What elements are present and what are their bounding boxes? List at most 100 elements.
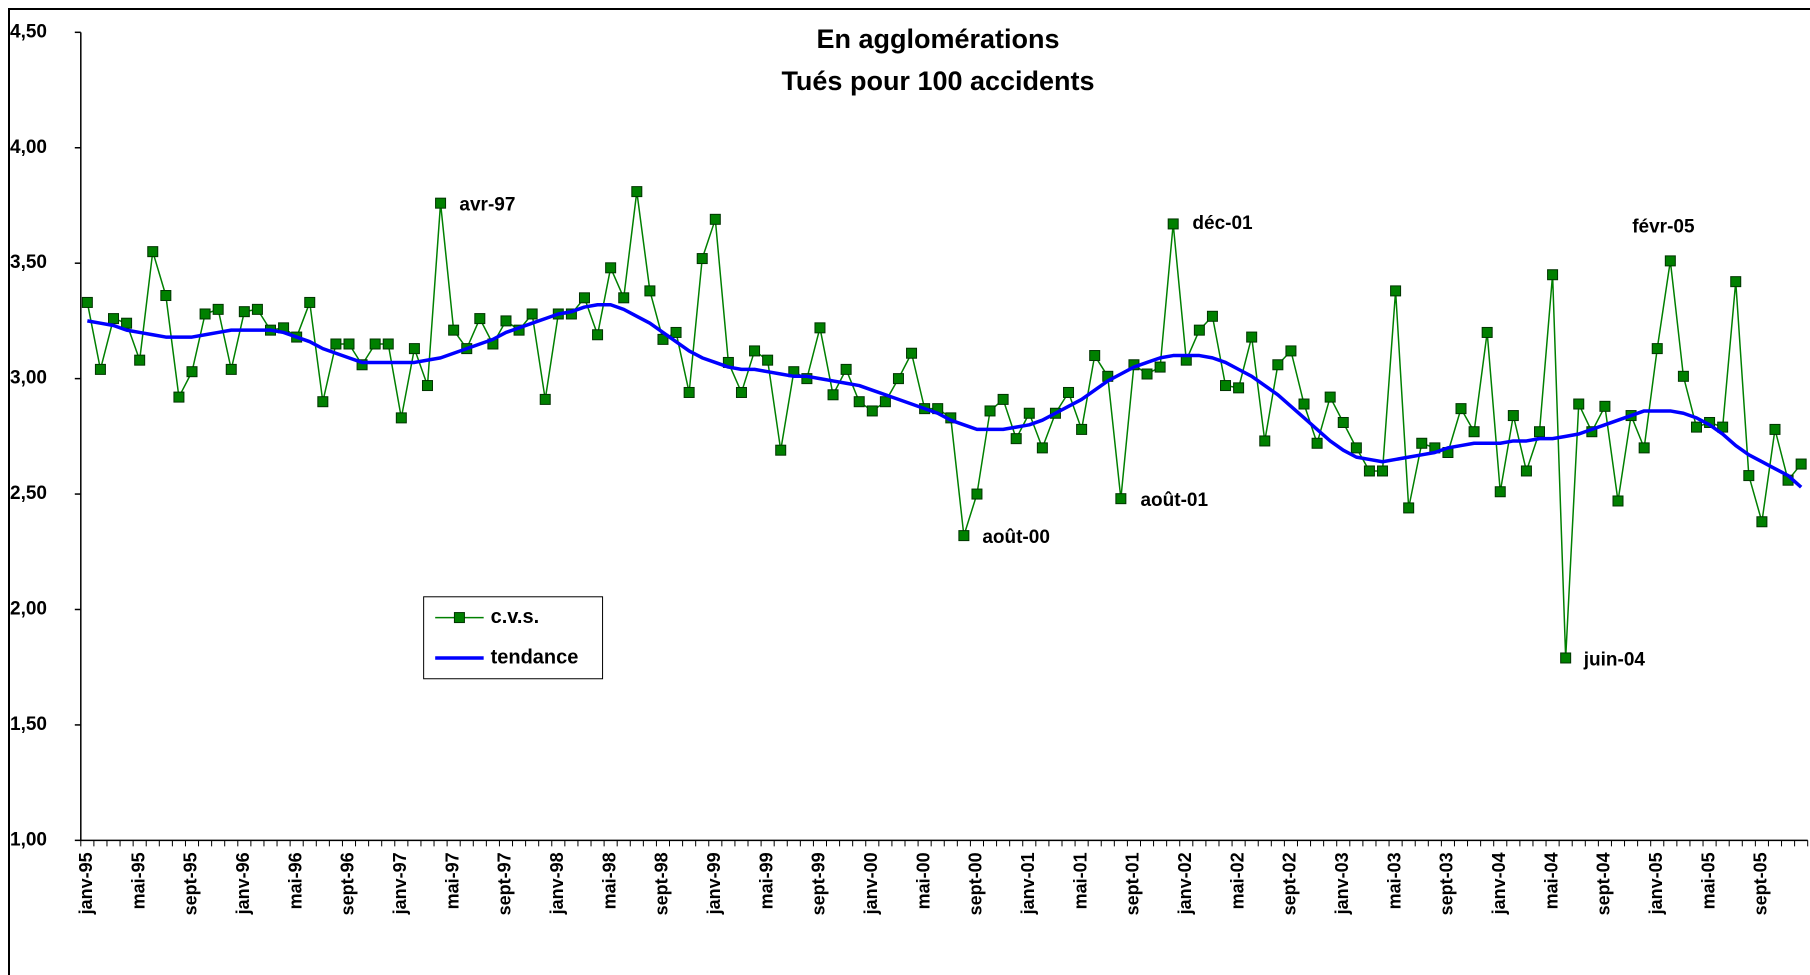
data-marker [1416,437,1428,449]
data-marker [1036,442,1048,454]
chart-subtitle: Tués pour 100 accidents [781,66,1094,96]
data-marker [500,315,512,327]
y-tick-label: 1,00 [10,829,47,850]
data-marker [1063,386,1075,398]
data-marker [683,386,695,398]
data-marker [1311,437,1323,449]
data-marker [866,405,878,417]
data-marker [382,338,394,350]
legend-box [423,596,604,680]
y-tick-label: 1,50 [10,714,47,735]
data-marker [958,530,970,542]
x-tick-label: mai-01 [1070,852,1090,909]
x-tick-label: sept-96 [338,852,358,915]
x-tick-label: mai-05 [1698,852,1718,909]
data-marker [343,338,355,350]
data-marker [1651,343,1663,355]
data-marker [369,338,381,350]
data-marker [539,393,551,405]
annotation: avr-97 [459,194,515,215]
data-marker [762,354,774,366]
data-marker [1246,331,1258,343]
data-marker [1468,426,1480,438]
data-marker [1573,398,1585,410]
annotation: juin-04 [1583,649,1646,670]
data-marker [592,329,604,341]
data-marker [1010,433,1022,445]
data-marker [199,308,211,320]
data-marker [108,313,120,325]
data-marker [134,354,146,366]
data-marker [330,338,342,350]
data-marker [1547,269,1559,281]
data-marker [121,317,133,329]
data-marker [618,292,630,304]
x-tick-label: mai-02 [1227,852,1247,909]
legend-marker [453,612,465,624]
data-marker [997,393,1009,405]
x-tick-label: janv-98 [547,852,567,915]
x-tick-label: janv-00 [861,852,881,915]
data-marker [1534,426,1546,438]
y-tick-label: 2,50 [10,483,47,504]
data-marker [1743,470,1755,482]
data-marker [94,363,106,375]
x-tick-label: sept-03 [1437,852,1457,915]
data-marker [1520,465,1532,477]
data-marker [984,405,996,417]
data-marker [1076,423,1088,435]
data-marker [1089,350,1101,362]
data-marker [173,391,185,403]
x-tick-label: sept-97 [495,852,515,915]
data-marker [526,308,538,320]
data-marker [1193,324,1205,336]
data-marker [238,306,250,318]
data-marker [251,303,263,315]
data-marker [160,290,172,302]
data-marker [578,292,590,304]
x-tick-label: janv-02 [1175,852,1195,915]
x-tick-label: sept-00 [966,852,986,915]
data-marker [749,345,761,357]
x-tick-label: mai-97 [442,852,462,909]
annotation: août-00 [982,527,1050,548]
data-marker [1769,423,1781,435]
data-marker [1141,368,1153,380]
y-tick-label: 4,00 [10,137,47,158]
data-marker [356,359,368,371]
data-marker [474,313,486,325]
x-tick-label: janv-01 [1018,852,1038,915]
data-marker [1154,361,1166,373]
x-tick-label: sept-01 [1123,852,1143,915]
data-marker [435,197,447,209]
data-marker [1390,285,1402,297]
x-tick-label: janv-03 [1332,852,1352,915]
x-tick-label: janv-04 [1489,852,1509,915]
x-tick-label: sept-95 [181,852,201,915]
x-tick-label: sept-99 [809,852,829,915]
x-tick-label: mai-95 [128,852,148,909]
data-marker [1115,493,1127,505]
data-marker [1206,310,1218,322]
data-marker [212,303,224,315]
data-marker [605,262,617,274]
data-marker [775,444,787,456]
x-tick-label: mai-00 [913,852,933,909]
x-tick-label: mai-99 [756,852,776,909]
data-marker [840,363,852,375]
data-marker [317,396,329,408]
data-marker [225,363,237,375]
data-marker [147,246,159,258]
data-marker [631,186,643,198]
x-tick-label: mai-96 [285,852,305,909]
data-marker [670,326,682,338]
data-marker [1638,442,1650,454]
data-marker [1664,255,1676,267]
x-tick-label: mai-98 [599,852,619,909]
annotation: août-01 [1140,490,1208,511]
annotation: déc-01 [1192,213,1253,234]
data-marker [421,380,433,392]
y-tick-label: 3,50 [10,252,47,273]
data-marker [1730,276,1742,288]
annotation: févr-05 [1632,216,1695,237]
